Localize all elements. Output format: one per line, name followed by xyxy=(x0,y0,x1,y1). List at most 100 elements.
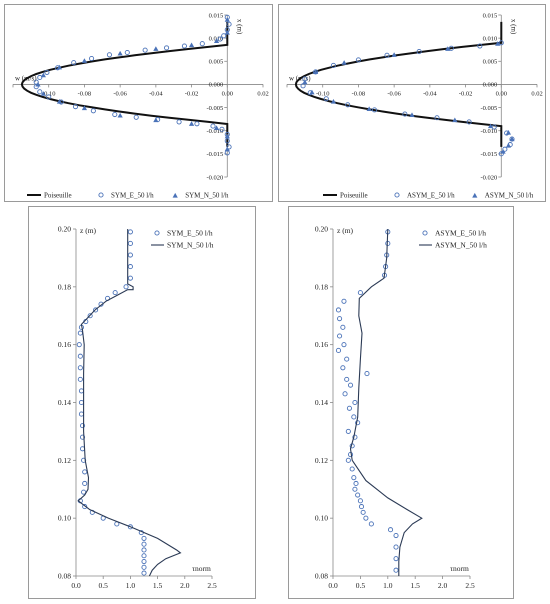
data-point-circle xyxy=(341,298,347,304)
data-point-circle xyxy=(127,275,133,281)
data-point-triangle xyxy=(81,105,88,111)
data-point-circle xyxy=(199,41,205,47)
y-tick-label: 0.010 xyxy=(209,35,224,42)
data-point-circle xyxy=(341,342,347,348)
data-point-triangle xyxy=(153,117,159,123)
legend-triangle-swatch xyxy=(172,192,178,198)
legend-circle-swatch xyxy=(98,192,104,198)
data-point-circle xyxy=(141,570,147,576)
data-point-triangle xyxy=(500,148,506,154)
data-point-circle xyxy=(81,489,87,495)
data-point-circle xyxy=(142,47,148,53)
data-point-circle xyxy=(133,114,139,120)
legend-label: ASYM_N_50 l/h xyxy=(435,241,487,250)
data-point-circle xyxy=(37,74,43,81)
data-point-circle xyxy=(221,33,227,39)
data-point-triangle xyxy=(56,98,63,104)
data-point-triangle xyxy=(366,106,372,112)
y-tick-label: 0.14 xyxy=(58,398,71,407)
shear-series-line xyxy=(349,228,423,576)
data-point-circle xyxy=(77,353,83,359)
data-point-circle xyxy=(79,423,86,429)
data-point-circle xyxy=(72,104,79,110)
x-tick-label: 0.0 xyxy=(328,581,338,590)
data-point-circle xyxy=(434,115,440,121)
x-tick-label: 0.02 xyxy=(531,90,542,97)
x-tick-label: 0.0 xyxy=(71,581,81,590)
data-point-circle xyxy=(226,21,232,27)
data-point-circle xyxy=(82,480,88,487)
data-point-circle xyxy=(226,144,232,150)
y-tick-label: 0.10 xyxy=(315,514,328,523)
data-point-circle xyxy=(349,466,355,472)
data-point-circle xyxy=(164,45,170,51)
data-point-circle xyxy=(357,498,363,504)
data-point-circle xyxy=(363,515,369,521)
x-tick-label: -0.10 xyxy=(316,90,330,97)
data-point-triangle xyxy=(40,72,46,78)
legend-triangle-swatch xyxy=(472,192,478,198)
data-point-circle xyxy=(194,121,200,127)
x-tick-label: -0.08 xyxy=(78,90,92,97)
data-point-circle xyxy=(141,558,147,565)
data-point-circle xyxy=(393,544,399,550)
shear-profile-asym-panel: 0.0 0.5 1.0 1.5 2.0 2.5 0.08 0.10 0.12 0.14 0.16 0.… xyxy=(288,206,514,599)
data-point-circle xyxy=(340,365,346,371)
data-point-circle xyxy=(127,229,133,235)
x-tick-label: -0.02 xyxy=(185,90,199,97)
data-point-circle xyxy=(90,108,96,114)
x-tick-label: 1.0 xyxy=(383,581,393,590)
x-tick-label: -0.02 xyxy=(459,90,473,97)
x-tick-label: -0.08 xyxy=(352,90,366,97)
data-point-circle xyxy=(448,45,454,51)
data-point-circle xyxy=(402,111,408,117)
data-point-circle xyxy=(33,84,39,90)
x-tick-label: 0.00 xyxy=(222,90,233,97)
data-point-triangle xyxy=(341,60,347,65)
data-point-circle xyxy=(217,36,223,42)
data-point-triangle xyxy=(302,79,308,85)
data-point-triangle xyxy=(391,52,397,57)
x-tick-label: 1.5 xyxy=(153,581,163,590)
data-point-circle xyxy=(77,376,83,382)
data-point-circle xyxy=(141,564,147,570)
data-point-circle xyxy=(344,356,350,362)
data-point-circle xyxy=(351,475,357,481)
x-tick-label: 2.0 xyxy=(438,581,448,590)
data-point-circle xyxy=(466,119,472,125)
poiseuille-curve xyxy=(294,21,503,147)
data-point-circle xyxy=(352,486,358,492)
data-point-circle xyxy=(141,547,147,553)
data-point-circle xyxy=(77,365,83,371)
x-tick-label: -0.06 xyxy=(387,90,401,97)
y-tick-label: 0.20 xyxy=(315,225,328,234)
y-tick-label: 0.000 xyxy=(483,82,498,89)
data-point-triangle xyxy=(56,64,63,70)
legend-label: ASYM_N_50 l/h xyxy=(485,192,534,200)
x-tick-label: 1.5 xyxy=(411,581,421,590)
x-tick-label: 2.5 xyxy=(207,581,217,590)
y-tick-label: 0.005 xyxy=(483,59,498,66)
data-point-circle xyxy=(364,371,370,377)
data-point-triangle xyxy=(188,42,195,48)
legend-label: SYM_N_50 l/h xyxy=(167,241,214,250)
data-point-triangle xyxy=(509,136,515,142)
data-point-triangle xyxy=(35,81,41,87)
data-point-circle xyxy=(337,316,343,322)
data-point-circle xyxy=(342,391,348,397)
y-tick-label: -0.015 xyxy=(480,151,497,158)
data-point-circle xyxy=(340,324,346,330)
x-tick-label: 2.0 xyxy=(180,581,190,590)
y-tick-label: -0.010 xyxy=(206,128,223,135)
data-point-triangle xyxy=(224,133,230,139)
y-tick-label: 0.015 xyxy=(209,12,224,19)
data-point-circle xyxy=(502,146,508,152)
data-point-circle xyxy=(416,49,422,55)
y-tick-label: 0.10 xyxy=(58,514,71,523)
y-tick-label: -0.020 xyxy=(206,174,223,181)
data-point-circle xyxy=(71,60,77,66)
legend-label: SYM_E_50 l/h xyxy=(111,192,154,200)
data-point-circle xyxy=(477,43,483,49)
legend-label: SYM_E_50 l/h xyxy=(167,229,213,238)
data-point-circle xyxy=(141,535,147,541)
